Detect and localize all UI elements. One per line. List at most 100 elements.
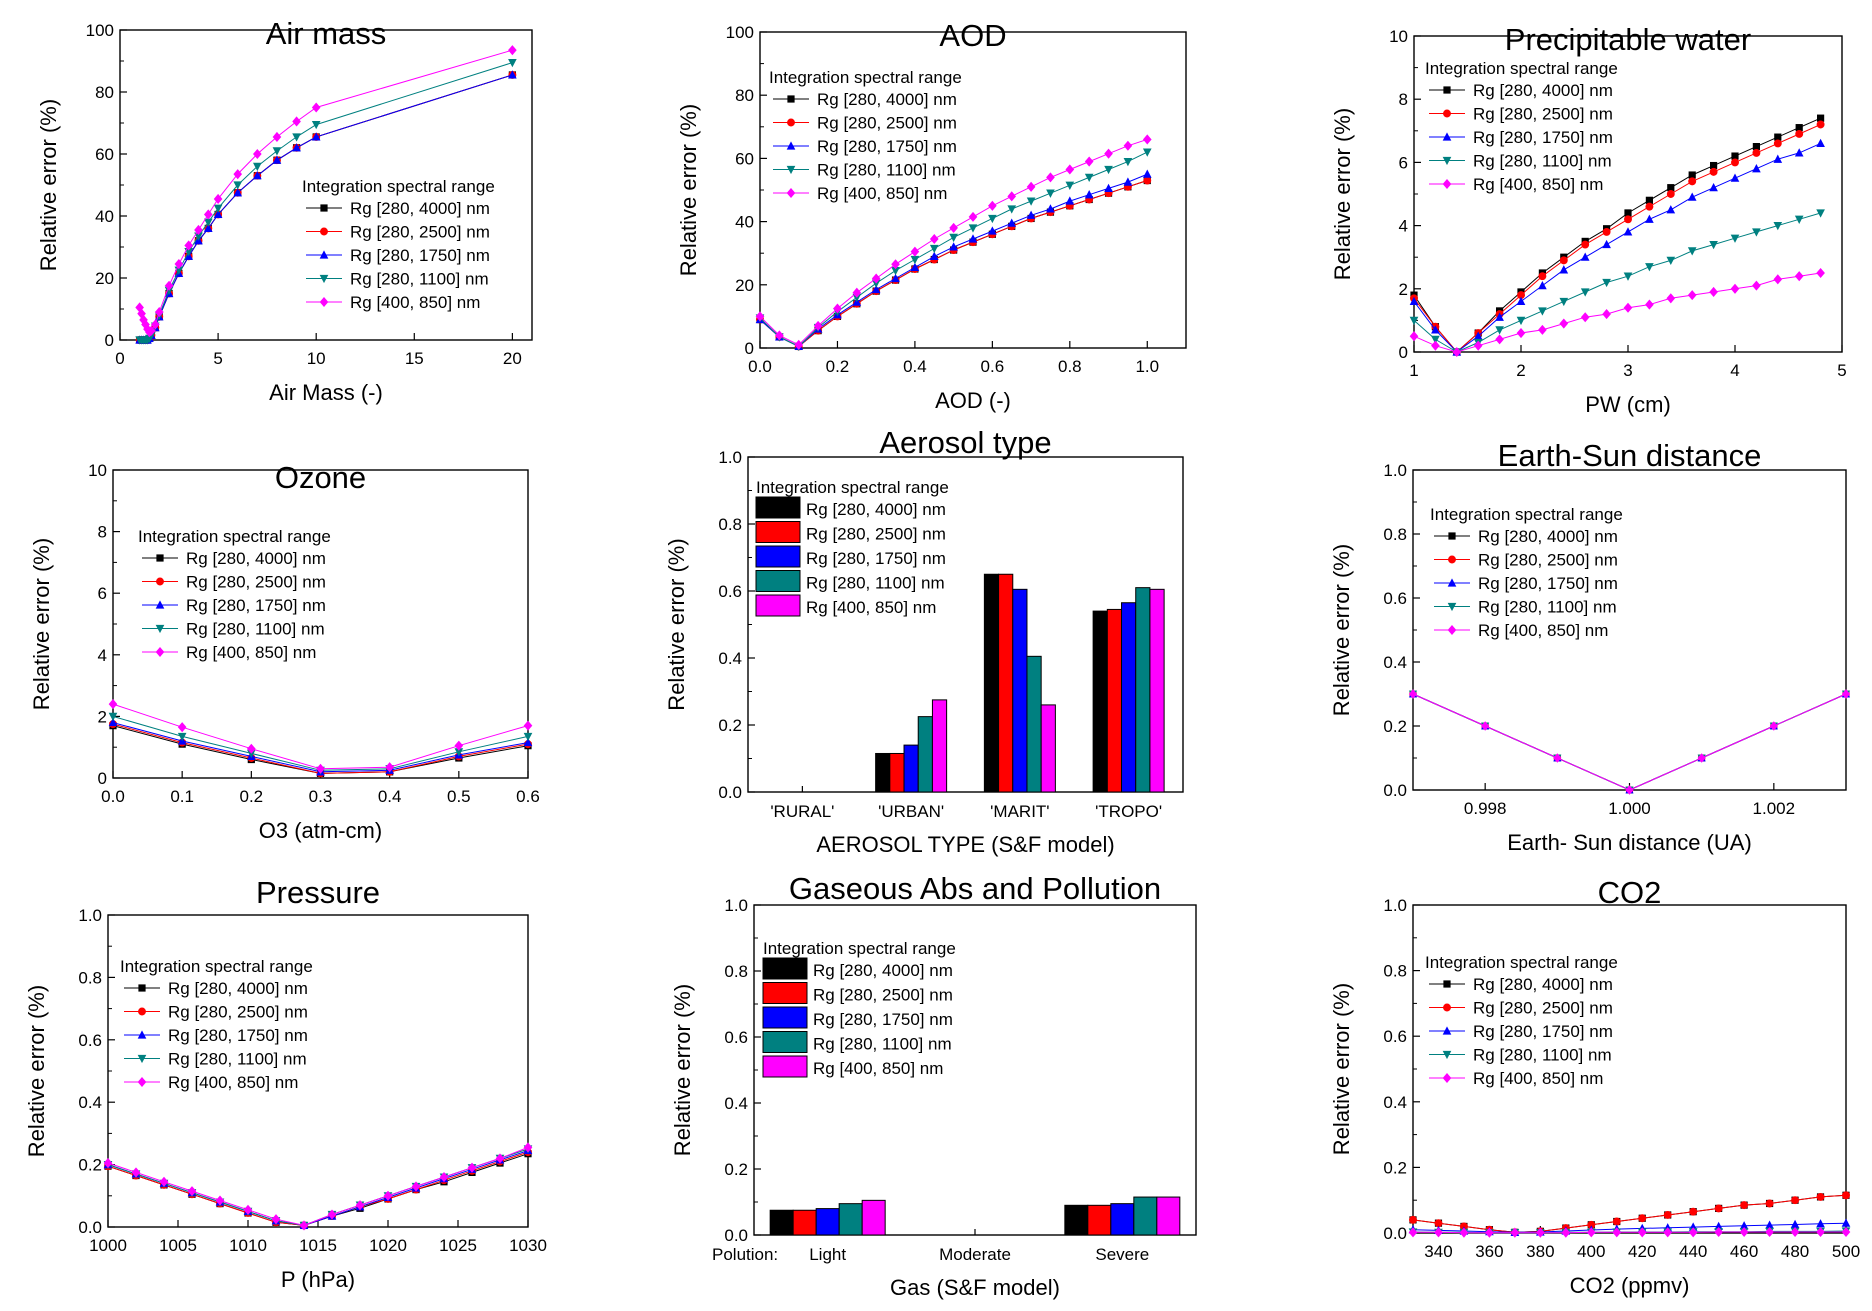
data-point [292,143,301,152]
data-point [1561,1227,1571,1238]
x-tick-label: 2 [1516,361,1525,380]
data-point [1795,124,1803,132]
data-point [1409,331,1419,342]
y-tick-label: 0.0 [1383,1224,1407,1243]
x-category-label: 'RURAL' [770,802,834,821]
data-point [1709,286,1718,297]
y-axis-label: Relative error (%) [676,104,701,276]
data-point [1667,184,1675,192]
data-point [508,58,517,68]
legend-marker [320,204,328,212]
y-axis-label: Relative error (%) [664,538,689,710]
bar [1133,1196,1158,1236]
data-point [1104,148,1113,159]
legend-entry: Rg [280, 4000] nm [817,90,957,109]
legend-entry: Rg [280, 4000] nm [1478,527,1618,546]
y-tick-label: 1.0 [1383,461,1407,480]
legend-entry: Rg [280, 1750] nm [813,1010,953,1029]
y-tick-label: 0 [98,769,107,788]
x-tick-label: 0.998 [1464,799,1507,818]
y-tick-label: 0.6 [1383,589,1407,608]
data-point [891,273,900,283]
legend-entry: Rg [280, 1750] nm [1473,1022,1613,1041]
bar [998,573,1014,793]
legend-entry: Rg [400, 850] nm [1473,175,1603,194]
series-line [107,1151,529,1226]
y-tick-label: 0.2 [78,1156,102,1175]
series-line [112,703,529,770]
y-tick-label: 0.4 [78,1093,102,1112]
data-point [1794,215,1804,224]
legend-title: Integration spectral range [763,939,956,958]
legend-entry: Rg [400, 850] nm [1478,621,1608,640]
chart-title: Earth-Sun distance [1498,438,1762,473]
series-line [1412,1194,1847,1233]
data-point [1731,152,1739,160]
y-tick-label: 6 [98,584,107,603]
panel-3: Ozone 0 2 4 6 8 10 Relative error (%) O3 (atm-cm… [29,460,540,843]
data-point [1516,328,1526,339]
data-point [108,699,118,710]
chart-title: Air mass [266,16,387,51]
data-point [1687,247,1697,256]
data-point [1495,326,1504,335]
data-point [1773,139,1782,148]
legend-swatch [762,1006,808,1029]
legend-marker [1443,86,1451,94]
bar [903,744,919,793]
legend-entry: Rg [280, 1100] nm [350,270,489,289]
data-point [1816,1226,1825,1238]
legend-entry: Rg [280, 2500] nm [168,1003,308,1022]
data-point [1790,1219,1800,1229]
data-point [311,102,321,113]
data-point [385,762,394,773]
data-point [1580,252,1590,261]
x-axis-label: Earth- Sun distance (UA) [1507,830,1752,855]
data-point [1752,228,1761,237]
data-point [467,1162,477,1173]
legend-entry: Rg [280, 1100] nm [813,1035,952,1054]
data-point [311,132,321,141]
data-point [929,244,939,254]
legend-title: Integration spectral range [1430,505,1623,524]
y-tick-label: 8 [98,523,107,542]
data-point [1739,1221,1749,1230]
data-point [1773,274,1783,285]
data-point [910,246,920,257]
data-point [1612,1217,1621,1226]
y-tick-label: 1.0 [78,906,102,925]
data-point [1065,164,1075,175]
panel-1: AOD 0 20 40 60 80 100 Relative error (%) AOD (-)… [676,18,1187,413]
legend-entry: Rg [280, 4000] nm [186,549,326,568]
data-point [1666,190,1675,198]
data-point [523,737,533,747]
legend: Integration spectral range Rg [280, 4000]… [762,939,956,1078]
legend-entry: Rg [280, 4000] nm [350,199,490,218]
bar [861,1199,886,1236]
data-point [1580,312,1590,323]
x-category-label: Light [809,1245,846,1264]
data-point [1431,335,1440,345]
y-tick-label: 80 [95,83,114,102]
bar [792,1209,817,1236]
legend-title: Integration spectral range [1425,953,1618,972]
legend-entry: Rg [280, 1100] nm [1478,598,1617,617]
legend-entry: Rg [280, 1750] nm [350,246,490,265]
data-point [1516,316,1526,326]
x-axis-label: Air Mass (-) [269,380,383,405]
data-point [1666,256,1676,266]
data-point [1431,325,1440,334]
legend-entry: Rg [280, 2500] nm [350,223,490,242]
category-prefix: Polution: [712,1245,778,1264]
data-point [968,211,978,222]
legend-marker [319,250,329,259]
data-point [988,200,997,211]
y-tick-label: 0.8 [1383,525,1407,544]
series-line [1412,693,1847,791]
x-tick-label: 20 [503,349,522,368]
legend-marker [320,227,328,236]
y-axis-label: Relative error (%) [1329,544,1354,716]
data-point [1623,302,1633,313]
y-tick-label: 20 [735,276,754,295]
data-point [194,232,203,241]
